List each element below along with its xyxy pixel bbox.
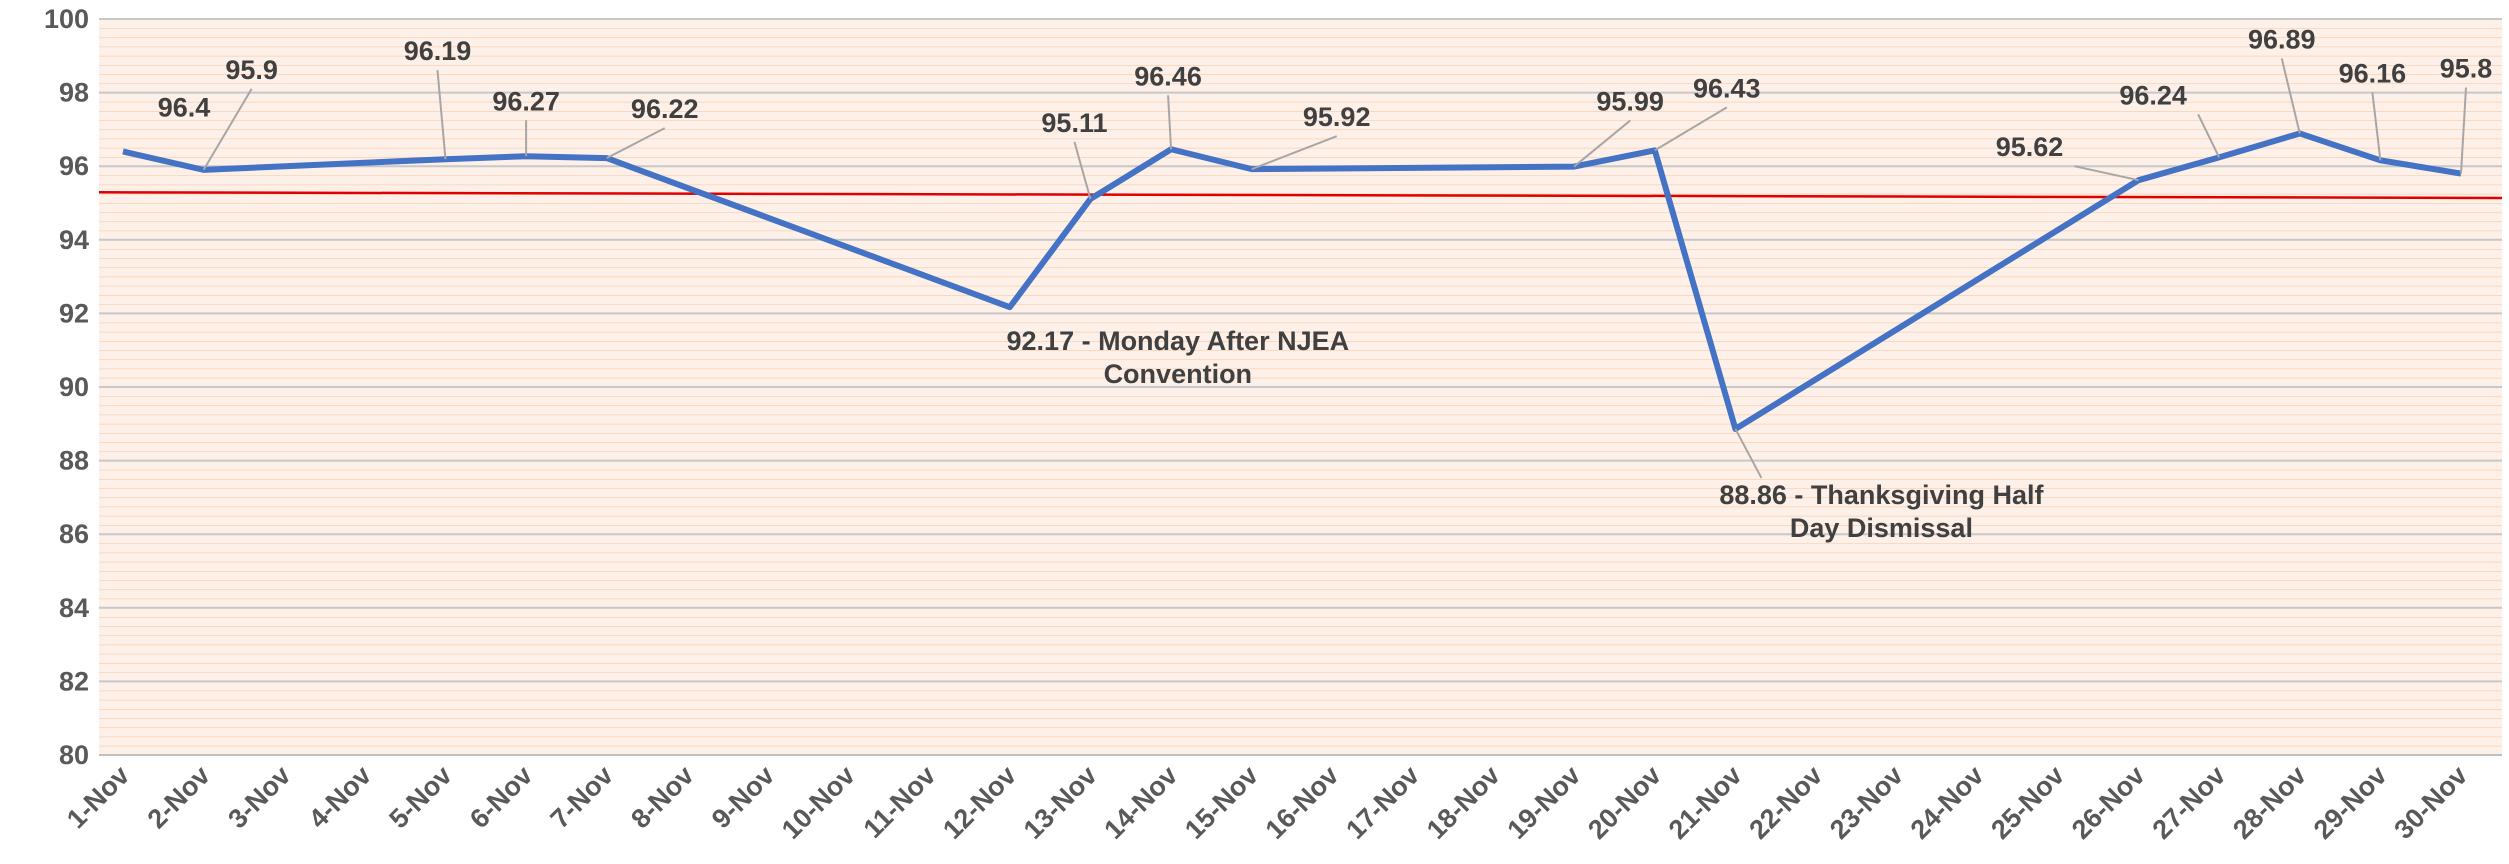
leader-line <box>1167 95 1173 150</box>
x-tick-label: 14-Nov <box>1098 760 1183 845</box>
y-tick-label: 94 <box>59 225 89 255</box>
data-label: 95.92 <box>1303 102 1371 132</box>
x-tick-label: 24-Nov <box>1905 760 1990 845</box>
x-tick-label: 3-Nov <box>222 760 296 834</box>
x-tick-label: 5-Nov <box>383 760 457 834</box>
x-tick-label: 12-Nov <box>937 760 1022 845</box>
leader-line <box>1734 428 1763 479</box>
data-label: 96.43 <box>1693 73 1761 103</box>
data-label: 96.22 <box>631 94 699 124</box>
leader-line <box>1573 119 1631 168</box>
y-tick-label: 80 <box>59 740 89 770</box>
x-tick-label: 25-Nov <box>1985 760 2070 845</box>
data-label: 96.4 <box>158 92 211 122</box>
x-tick-label: 19-Nov <box>1502 760 1587 845</box>
data-label: 96.24 <box>2119 80 2187 110</box>
y-tick-label: 86 <box>59 519 89 549</box>
leader-line <box>1654 106 1728 152</box>
leader-line <box>2371 92 2382 161</box>
x-tick-label: 27-Nov <box>2147 760 2232 845</box>
y-tick-label: 82 <box>59 666 89 696</box>
x-tick-label: 7-Nov <box>545 760 619 834</box>
data-label: 96.27 <box>492 86 560 116</box>
data-label: 96.19 <box>404 36 472 66</box>
x-tick-label: 26-Nov <box>2066 760 2151 845</box>
leader-line <box>202 88 253 171</box>
data-label: 96.16 <box>2339 58 2407 88</box>
x-tick-label: 10-Nov <box>776 760 861 845</box>
y-tick-label: 98 <box>59 78 89 108</box>
x-tick-label: 2-Nov <box>142 760 216 834</box>
x-tick-label: 18-Nov <box>1421 760 1506 845</box>
y-tick-label: 96 <box>59 151 89 181</box>
x-tick-label: 30-Nov <box>2388 760 2473 845</box>
data-label: 95.9 <box>225 55 278 85</box>
x-tick-label: 29-Nov <box>2308 760 2393 845</box>
x-tick-label: 13-Nov <box>1018 760 1103 845</box>
y-tick-label: 90 <box>59 372 89 402</box>
data-label: 88.86 - Thanksgiving Half Day Dismissal <box>1719 480 2044 543</box>
y-tick-label: 92 <box>59 298 89 328</box>
x-tick-label: 22-Nov <box>1743 760 1828 845</box>
data-label: 96.89 <box>2248 24 2316 54</box>
data-label: 95.8 <box>2440 54 2493 84</box>
y-tick-label: 100 <box>44 4 89 34</box>
leader-line <box>1251 135 1338 171</box>
leader-line <box>606 127 666 159</box>
x-tick-label: 20-Nov <box>1582 760 1667 845</box>
x-tick-label: 16-Nov <box>1260 760 1345 845</box>
data-label: 95.99 <box>1596 87 1664 117</box>
x-tick-label: 21-Nov <box>1663 760 1748 845</box>
data-label: 96.46 <box>1134 61 1202 91</box>
x-tick-label: 1-Nov <box>61 760 135 834</box>
leader-line <box>436 70 447 160</box>
data-label: 92.17 - Monday After NJEA Convention <box>1007 326 1350 389</box>
y-tick-label: 88 <box>59 446 89 476</box>
data-label: 95.11 <box>1041 108 1107 138</box>
x-tick-label: 11-Nov <box>858 760 942 844</box>
leader-line <box>2460 87 2467 174</box>
leader-line <box>2280 58 2301 134</box>
x-tick-label: 17-Nov <box>1340 760 1425 845</box>
leader-line <box>2074 165 2139 182</box>
trendline <box>98 191 2503 200</box>
data-label: 95.62 <box>1996 132 2064 162</box>
x-tick-label: 15-Nov <box>1179 760 1264 845</box>
y-tick-label: 84 <box>59 593 89 623</box>
x-tick-label: 23-Nov <box>1824 760 1909 845</box>
leader-line <box>1073 141 1092 200</box>
x-tick-label: 6-Nov <box>464 760 538 834</box>
leader-line <box>2197 113 2221 158</box>
x-tick-label: 28-Nov <box>2227 760 2312 845</box>
x-tick-label: 8-Nov <box>625 760 699 834</box>
x-tick-label: 9-Nov <box>706 760 780 834</box>
x-tick-label: 4-Nov <box>303 760 377 834</box>
